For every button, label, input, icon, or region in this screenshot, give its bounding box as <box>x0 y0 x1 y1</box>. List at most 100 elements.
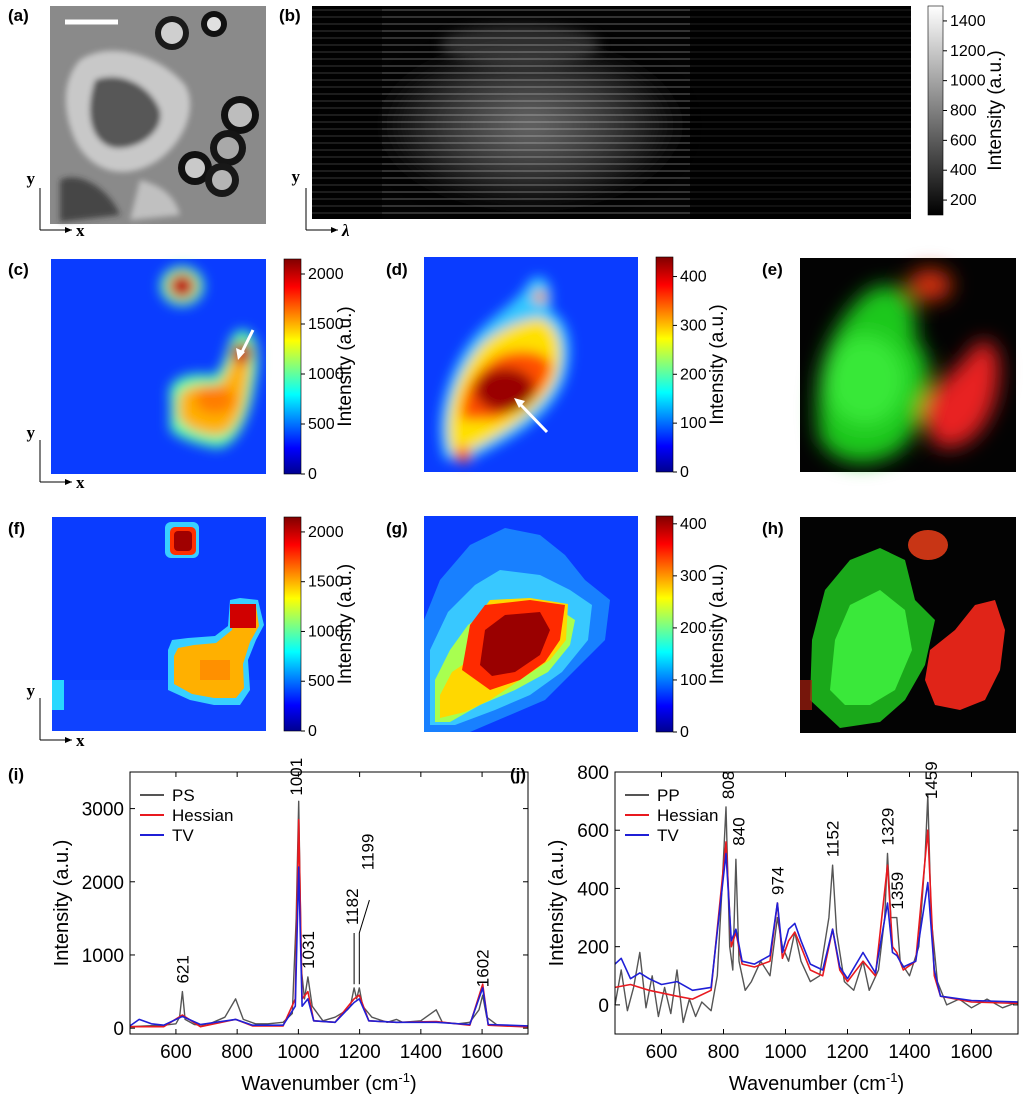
colorbar-label: Intensity (a.u.) <box>985 50 1006 170</box>
axis-letter-x: x <box>76 731 85 750</box>
panel-h-merged <box>800 517 1016 733</box>
plot-frame <box>614 771 1019 1035</box>
colorbar-tick-label: 500 <box>308 673 335 690</box>
panel-d-pp-map <box>424 257 638 472</box>
peak-label-808: 808 <box>719 771 738 799</box>
colorbar-tick-label: 1500 <box>308 316 344 333</box>
peak-label-1001: 1001 <box>287 758 306 796</box>
x-axis-label-end: ) <box>410 1073 417 1095</box>
peak-label-1459: 1459 <box>922 761 941 799</box>
panel-label-i: (i) <box>8 765 24 784</box>
colorbar-b: 200 400 600 800 1000 1200 1400 Intensity (a.u.) <box>927 5 1006 216</box>
colorbar-f: 0 500 1000 1500 2000 Intensity (a.u.) <box>283 516 356 740</box>
legend-entry-ps: PS <box>172 786 195 805</box>
x-tick-label: 1400 <box>888 1042 930 1063</box>
colorbar-tick-label: 0 <box>680 464 689 481</box>
series-line-tv <box>129 866 529 1027</box>
colorbar-tick-label: 0 <box>308 466 317 483</box>
peak-label-1031: 1031 <box>299 931 318 969</box>
axis-letter-x: x <box>76 221 85 240</box>
axis-letter-y: y <box>27 423 36 442</box>
colorbar-tick-label: 1200 <box>950 43 986 60</box>
colorbar-tick-label: 2000 <box>308 524 344 541</box>
y-tick-label: 1000 <box>82 946 124 967</box>
colorbar-tick-label: 400 <box>680 516 707 533</box>
legend-entry-tv: TV <box>657 826 679 845</box>
legend-entry-pp: PP <box>657 786 680 805</box>
axis-letter-y: y <box>27 681 36 700</box>
panel-label-e: (e) <box>762 260 783 279</box>
colorbar-label: Intensity (a.u.) <box>335 306 356 426</box>
y-tick-label: 400 <box>577 879 609 900</box>
x-tick-label: 600 <box>160 1042 192 1063</box>
colorbar-tick-label: 0 <box>680 724 689 741</box>
spectrum-chart-i: 600 800 1000 1200 1400 1600 0 1000 2000 3000 Waven… <box>51 758 529 1095</box>
x-tick-label: 1000 <box>764 1042 806 1063</box>
panel-label-b: (b) <box>279 6 301 25</box>
x-axis-label-end: ) <box>897 1073 904 1095</box>
axis-letter-lambda: λ <box>341 221 350 240</box>
colorbar-gradient <box>283 516 302 732</box>
panel-label-c: (c) <box>8 260 29 279</box>
panel-label-d: (d) <box>386 260 408 279</box>
axis-indicator-c: y x <box>27 423 86 492</box>
colorbar-gradient <box>283 258 302 475</box>
peak-label-1152: 1152 <box>824 821 843 858</box>
series-line-tv <box>614 852 1019 1003</box>
peak-label-1182: 1182 <box>343 888 362 925</box>
colorbar-tick-label: 800 <box>950 103 977 120</box>
colorbar-tick-label: 200 <box>950 192 977 209</box>
colorbar-tick-label: 100 <box>680 672 707 689</box>
panel-label-h: (h) <box>762 519 784 538</box>
axis-letter-y: y <box>292 167 301 186</box>
x-axis-label-sup: -1 <box>398 1070 410 1085</box>
y-tick-label: 0 <box>598 996 609 1017</box>
colorbar-label: Intensity (a.u.) <box>335 564 356 684</box>
colorbar-gradient <box>655 256 674 473</box>
x-tick-label: 1200 <box>338 1042 380 1063</box>
colorbar-tick-label: 0 <box>308 723 317 740</box>
colorbar-tick-label: 1400 <box>950 13 986 30</box>
colorbar-gradient <box>927 5 944 216</box>
colorbar-tick-label: 1500 <box>308 574 344 591</box>
x-tick-label: 1400 <box>400 1042 442 1063</box>
y-tick-label: 3000 <box>82 800 124 821</box>
colorbar-tick-label: 200 <box>680 366 707 383</box>
peak-label-621: 621 <box>173 955 192 983</box>
peak-leader-1199 <box>358 899 370 985</box>
peak-label-1602: 1602 <box>474 949 493 987</box>
y-tick-label: 800 <box>577 763 609 784</box>
y-axis-label: Intensity (a.u.) <box>546 840 568 967</box>
axis-indicator-f: y x <box>27 681 86 750</box>
colorbar-label: Intensity (a.u.) <box>707 304 728 424</box>
x-tick-label: 1000 <box>277 1042 319 1063</box>
peak-label-1359: 1359 <box>888 872 907 910</box>
colorbar-tick-label: 300 <box>680 317 707 334</box>
panel-e-merged <box>800 258 1016 472</box>
x-axis-label: Wavenumber (cm-1) <box>729 1070 904 1095</box>
colorbar-tick-label: 600 <box>950 132 977 149</box>
x-axis-label-sup: -1 <box>886 1070 898 1085</box>
panel-b-spectral-image <box>312 6 911 219</box>
x-axis-label-main: Wavenumber (cm <box>729 1073 886 1095</box>
panel-g-pp-map <box>424 516 638 732</box>
colorbar-g: 0 100 200 300 400 Intensity (a.u.) <box>655 515 728 741</box>
x-tick-label: 800 <box>708 1042 740 1063</box>
colorbar-tick-label: 1000 <box>950 73 986 90</box>
plot-frame <box>129 771 529 1035</box>
colorbar-tick-label: 400 <box>950 162 977 179</box>
colorbar-tick-label: 500 <box>308 416 335 433</box>
colorbar-tick-label: 1000 <box>308 366 344 383</box>
series-line-pp <box>614 794 1019 1024</box>
panel-label-a: (a) <box>8 6 29 25</box>
colorbar-tick-label: 300 <box>680 568 707 585</box>
panel-f-ps-map <box>52 517 266 731</box>
peak-label-1329: 1329 <box>878 808 897 846</box>
peak-label-974: 974 <box>768 867 787 895</box>
colorbar-gradient <box>655 515 674 733</box>
colorbar-tick-label: 100 <box>680 415 707 432</box>
spectrum-chart-j: 600 800 1000 1200 1400 1600 0 200 400 600 800 Waven… <box>546 761 1019 1095</box>
axis-letter-x: x <box>76 473 85 492</box>
x-axis-label: Wavenumber (cm-1) <box>241 1070 416 1095</box>
